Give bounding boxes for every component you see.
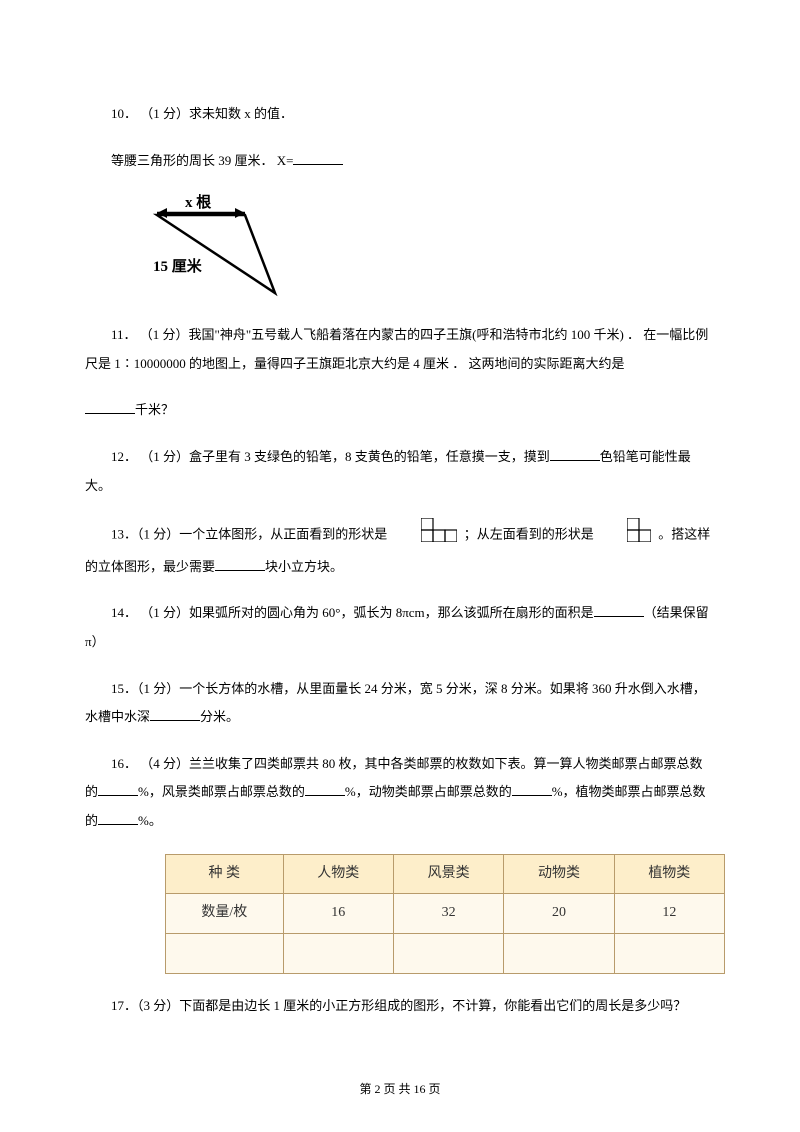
table-empty-row (166, 934, 725, 974)
q10-line1: 10． （1 分）求未知数 x 的值． (85, 100, 715, 129)
q15-b: 分米。 (200, 709, 239, 724)
q16-b: %，风景类邮票占邮票总数的 (138, 784, 305, 799)
triangle-diagram: x 根 15 厘米 (145, 193, 315, 303)
q16-c: %，动物类邮票占邮票总数的 (345, 784, 512, 799)
q15-blank (150, 708, 200, 721)
q10-line2-wrap: 等腰三角形的周长 39 厘米． X= (85, 147, 715, 176)
q14-a: 14． （1 分）如果弧所对的圆心角为 60°，弧长为 8πcm，那么该弧所在扇… (111, 605, 594, 620)
page-footer: 第 2 页 共 16 页 (0, 1076, 800, 1102)
val-0: 16 (283, 894, 393, 934)
q12-blank (550, 448, 600, 461)
col-h0: 种 类 (166, 854, 284, 894)
q13-a: 13．（1 分）一个立体图形，从正面看到的形状是 (111, 526, 387, 541)
table-header-row: 种 类 人物类 风景类 动物类 植物类 (166, 854, 725, 894)
q11: 11． （1 分）我国"神舟"五号载人飞船着落在内蒙古的四子王旗(呼和浩特市北约… (85, 321, 715, 378)
q12-a: 12． （1 分）盒子里有 3 支绿色的铅笔，8 支黄色的铅笔，任意摸一支，摸到 (111, 449, 550, 464)
q13-b: ；从左面看到的形状是 (464, 526, 594, 541)
side-label: 15 厘米 (153, 257, 203, 275)
col-h4: 植物类 (614, 854, 724, 894)
table-data-row: 数量/枚 16 32 20 12 (166, 894, 725, 934)
q11-blank (85, 401, 135, 414)
x-label: x 根 (185, 193, 211, 211)
q13-d: 块小立方块。 (265, 559, 343, 574)
q17: 17．（3 分）下面都是由边长 1 厘米的小正方形组成的图形，不计算，你能看出它… (85, 992, 715, 1021)
q16-blank3 (512, 783, 552, 796)
q13: 13．（1 分）一个立体图形，从正面看到的形状是 ；从左面看到的形状是 。搭这样… (85, 518, 715, 581)
q15: 15．（1 分）一个长方体的水槽，从里面量长 24 分米，宽 5 分米，深 8 … (85, 675, 715, 732)
row-label: 数量/枚 (166, 894, 284, 934)
q13-blank (215, 558, 265, 571)
val-2: 20 (504, 894, 614, 934)
q11-cont: 千米？ (85, 396, 715, 425)
q10-line2: 等腰三角形的周长 39 厘米． X= (111, 153, 293, 168)
q16-blank2 (305, 783, 345, 796)
col-h3: 动物类 (504, 854, 614, 894)
q16-blank1 (98, 783, 138, 796)
q14: 14． （1 分）如果弧所对的圆心角为 60°，弧长为 8πcm，那么该弧所在扇… (85, 599, 715, 656)
q14-blank (594, 604, 644, 617)
q16-blank4 (98, 812, 138, 825)
val-1: 32 (393, 894, 503, 934)
stamp-table: 种 类 人物类 风景类 动物类 植物类 数量/枚 16 32 20 12 (165, 854, 725, 974)
q16: 16． （4 分）兰兰收集了四类邮票共 80 枚，其中各类邮票的枚数如下表。算一… (85, 750, 715, 836)
side-view-shape (601, 518, 651, 553)
col-h1: 人物类 (283, 854, 393, 894)
q11-text: 11． （1 分）我国"神舟"五号载人飞船着落在内蒙古的四子王旗(呼和浩特市北约… (85, 327, 708, 371)
q10-blank (293, 152, 343, 165)
front-view-shape (395, 518, 457, 553)
q12: 12． （1 分）盒子里有 3 支绿色的铅笔，8 支黄色的铅笔，任意摸一支，摸到… (85, 443, 715, 500)
val-3: 12 (614, 894, 724, 934)
q11-unit: 千米？ (135, 402, 174, 417)
col-h2: 风景类 (393, 854, 503, 894)
q16-e: %。 (138, 813, 162, 828)
